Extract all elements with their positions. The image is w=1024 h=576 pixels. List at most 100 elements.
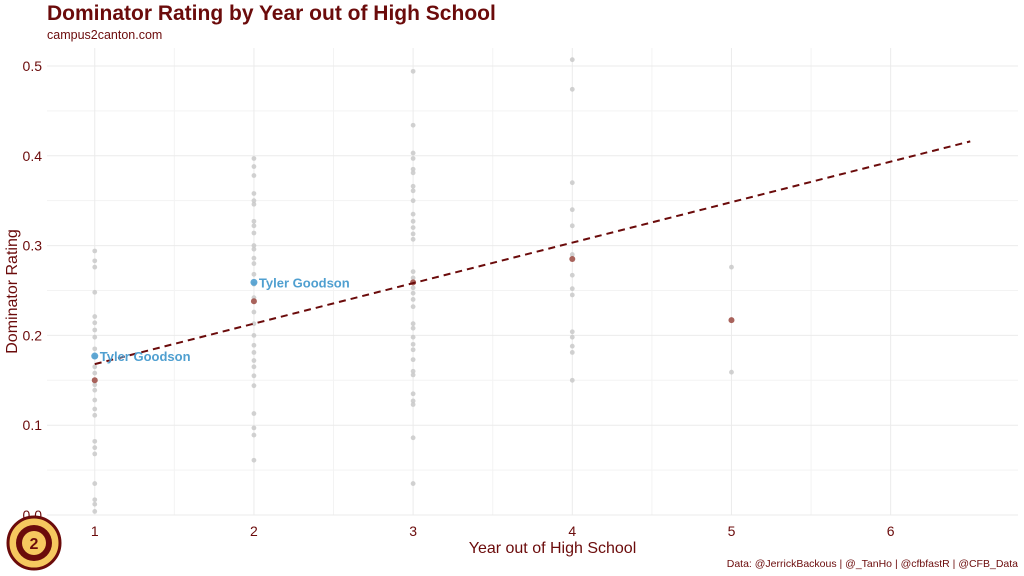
data-point-background — [410, 231, 416, 237]
data-point-background — [92, 382, 98, 388]
data-point-background — [410, 150, 416, 156]
data-point-background — [410, 357, 416, 363]
data-point-background — [410, 166, 416, 172]
data-point-background — [92, 509, 98, 514]
x-tick-label: 3 — [409, 523, 417, 539]
data-point-background — [251, 173, 257, 178]
data-point-background — [410, 341, 416, 347]
y-axis-title: Dominator Rating — [4, 229, 21, 354]
data-point-background — [92, 501, 98, 507]
data-point-background — [569, 223, 575, 229]
data-point-background — [569, 252, 575, 257]
data-point-background — [410, 435, 416, 441]
data-point-background — [410, 368, 416, 374]
data-point-background — [251, 261, 257, 266]
data-point-background — [251, 432, 257, 438]
x-tick-label: 1 — [91, 523, 99, 539]
data-point-background — [251, 350, 257, 355]
data-point-background — [251, 271, 257, 277]
data-point-background — [92, 387, 98, 393]
data-point-background — [410, 275, 416, 281]
data-point-background — [92, 289, 98, 295]
data-point-background — [92, 314, 98, 319]
data-point-background — [92, 445, 98, 451]
data-point-background — [92, 258, 98, 264]
data-point-background — [410, 398, 416, 404]
data-point-background — [410, 304, 416, 310]
data-point-background — [251, 358, 257, 363]
data-point-background — [92, 397, 98, 403]
data-point-background — [92, 327, 98, 333]
data-point-background — [569, 292, 575, 298]
data-point-background — [569, 86, 575, 92]
data-point-background — [569, 329, 575, 335]
data-point-background — [92, 248, 98, 254]
data-point-background — [251, 156, 257, 161]
data-point-background — [410, 321, 416, 327]
data-point-background — [410, 211, 416, 217]
data-point-background — [92, 370, 98, 376]
data-point-background — [410, 325, 416, 331]
data-point-background — [410, 122, 416, 128]
data-point-background — [410, 68, 416, 74]
data-point-background — [92, 364, 98, 370]
data-point-background — [410, 481, 416, 486]
data-point-background — [410, 156, 416, 161]
data-point-background — [410, 391, 416, 397]
y-tick-label: 0.4 — [23, 148, 43, 164]
data-point-background — [92, 320, 98, 326]
data-point-background — [251, 218, 257, 224]
trend-line — [94, 140, 971, 366]
svg-text:2: 2 — [30, 536, 39, 553]
data-point-background — [251, 201, 257, 207]
data-point-background — [410, 402, 416, 407]
data-point-background — [251, 198, 257, 204]
data-point-background — [569, 57, 575, 63]
data-credits: Data: @JerrickBackous | @_TanHo | @cfbfa… — [726, 558, 1018, 570]
data-point-background — [251, 342, 257, 348]
data-point-background — [569, 343, 575, 349]
data-point-background — [92, 438, 98, 444]
data-point-background — [251, 309, 257, 315]
data-point-background — [410, 372, 416, 378]
data-point-background — [92, 406, 98, 412]
data-point-background — [251, 230, 257, 236]
data-point-background — [251, 243, 257, 248]
data-point-background — [251, 383, 257, 389]
chart-subtitle: campus2canton.com — [47, 28, 163, 42]
chart-title: Dominator Rating by Year out of High Sch… — [47, 2, 496, 25]
data-point-background — [251, 411, 257, 416]
data-point-player — [250, 278, 258, 286]
data-point-background — [251, 246, 257, 252]
data-point-background — [251, 223, 257, 229]
data-point-background — [251, 425, 257, 431]
data-point-background — [251, 332, 257, 338]
y-tick-label: 0.5 — [23, 58, 43, 74]
data-point-background — [92, 497, 98, 503]
player-label: Tyler Goodson — [259, 275, 350, 290]
data-point-highlight — [250, 298, 257, 305]
data-point-background — [251, 164, 257, 169]
data-point-background — [410, 188, 416, 194]
data-point-background — [251, 191, 257, 196]
x-tick-label: 5 — [728, 523, 736, 539]
data-point-background — [410, 334, 416, 340]
data-point-background — [251, 364, 257, 370]
data-point-background — [410, 170, 416, 176]
y-tick-label: 0.2 — [23, 327, 43, 343]
data-point-background — [729, 264, 734, 270]
data-point-background — [92, 481, 98, 486]
data-point-highlight — [91, 377, 98, 384]
data-point-background — [410, 290, 416, 296]
data-point-background — [569, 272, 575, 278]
data-point-background — [92, 264, 98, 270]
data-point-background — [251, 373, 257, 379]
data-point-highlight — [728, 317, 735, 324]
y-tick-label: 0.1 — [23, 417, 43, 433]
data-point-background — [569, 334, 575, 340]
data-point-background — [410, 285, 416, 291]
data-point-background — [251, 457, 257, 463]
data-point-background — [410, 183, 416, 189]
data-point-background — [569, 377, 575, 383]
data-point-background — [410, 347, 416, 353]
